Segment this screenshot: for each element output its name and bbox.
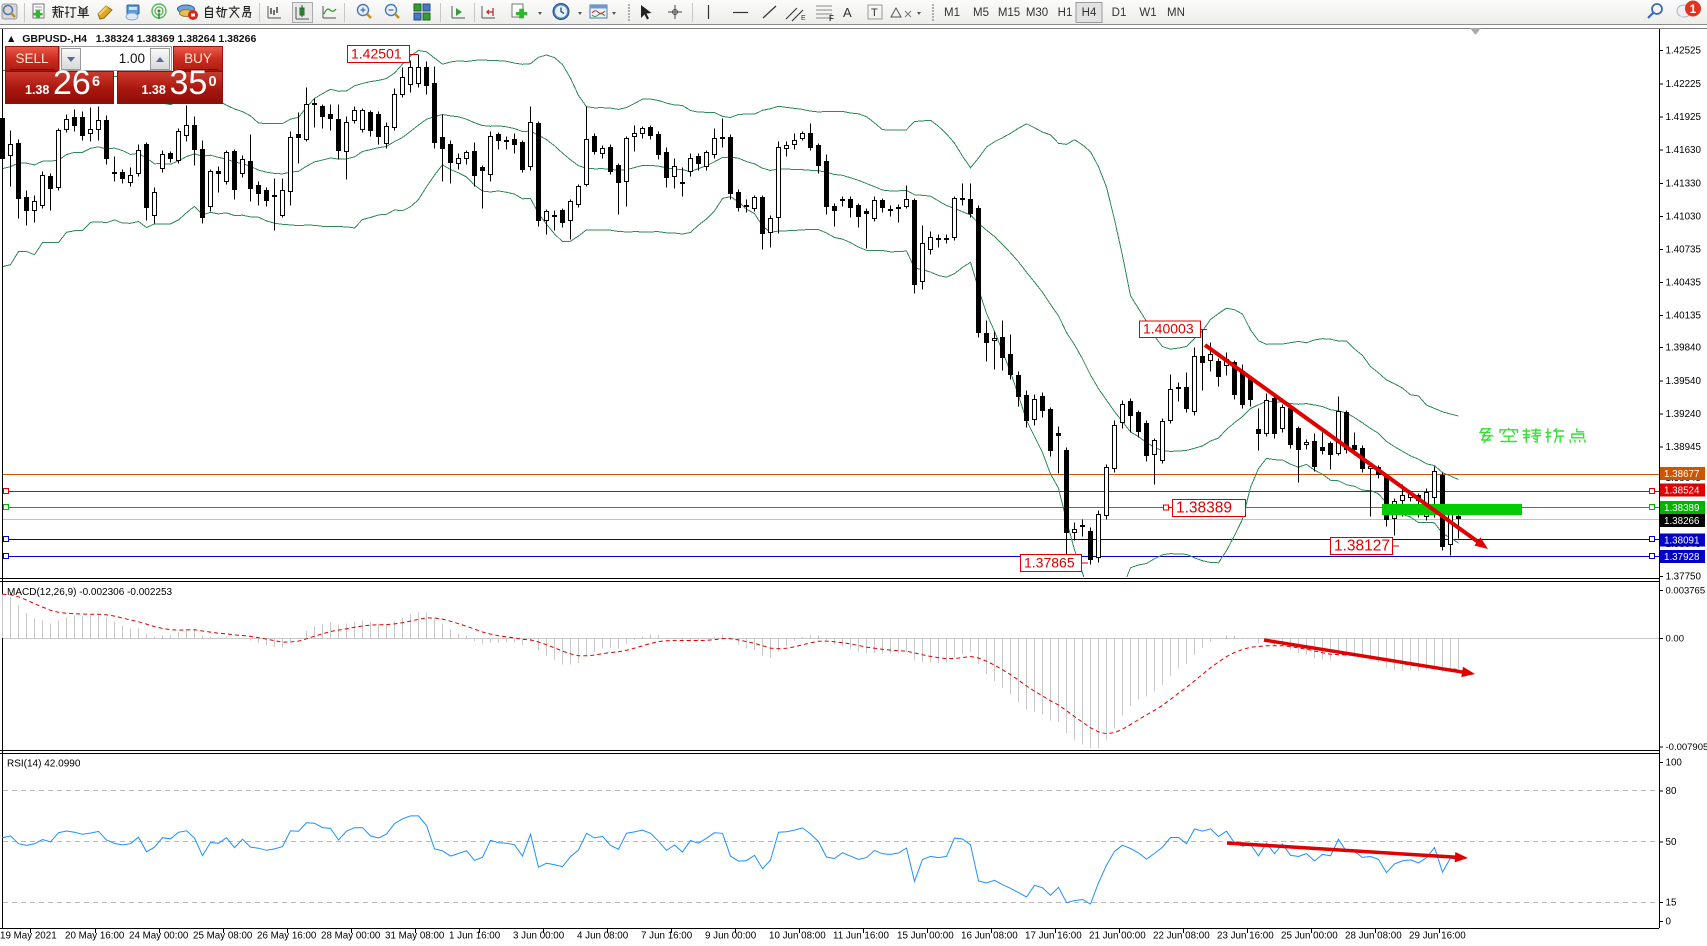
svg-text:1.38524: 1.38524	[1664, 486, 1700, 497]
svg-text:28 May 00:00: 28 May 00:00	[321, 931, 381, 942]
svg-text:1.42225: 1.42225	[1666, 79, 1702, 90]
svg-text:0: 0	[1666, 917, 1672, 928]
svg-text:1.38677: 1.38677	[1664, 469, 1699, 480]
svg-text:1.40435: 1.40435	[1666, 278, 1702, 289]
svg-text:15 Jun 00:00: 15 Jun 00:00	[897, 931, 954, 942]
svg-text:28 Jun 08:00: 28 Jun 08:00	[1345, 931, 1402, 942]
svg-text:1.38266: 1.38266	[1664, 516, 1700, 527]
svg-text:E: E	[801, 15, 806, 22]
svg-text:1.39540: 1.39540	[1666, 376, 1702, 387]
svg-text:25 May 08:00: 25 May 08:00	[193, 931, 253, 942]
svg-text:1.38945: 1.38945	[1666, 442, 1702, 453]
svg-text:1 Jun 16:00: 1 Jun 16:00	[449, 931, 501, 942]
svg-text:0.003765: 0.003765	[1666, 586, 1706, 597]
svg-text:29 Jun 16:00: 29 Jun 16:00	[1409, 931, 1466, 942]
svg-text:100: 100	[1666, 758, 1683, 769]
svg-text:15: 15	[1666, 898, 1677, 909]
svg-text:1.38389: 1.38389	[1176, 500, 1232, 517]
svg-text:1.37928: 1.37928	[1664, 552, 1700, 563]
svg-text:H4: H4	[1082, 7, 1097, 19]
svg-text:T: T	[871, 7, 878, 19]
svg-text:1.38127: 1.38127	[1334, 538, 1390, 555]
svg-text:MN: MN	[1167, 7, 1185, 19]
svg-text:23 Jun 16:00: 23 Jun 16:00	[1217, 931, 1274, 942]
svg-text:M1: M1	[944, 7, 960, 19]
svg-text:1.38389: 1.38389	[1664, 503, 1699, 514]
svg-text:4 Jun 08:00: 4 Jun 08:00	[577, 931, 629, 942]
svg-text:9 Jun 00:00: 9 Jun 00:00	[705, 931, 757, 942]
svg-text:25 Jun 00:00: 25 Jun 00:00	[1281, 931, 1338, 942]
svg-text:1.37865: 1.37865	[1024, 555, 1075, 571]
svg-text:F: F	[829, 14, 834, 23]
svg-text:26 May 16:00: 26 May 16:00	[257, 931, 317, 942]
svg-text:D1: D1	[1112, 7, 1127, 19]
svg-text:W1: W1	[1139, 7, 1156, 19]
svg-text:21 Jun 00:00: 21 Jun 00:00	[1089, 931, 1146, 942]
svg-text:M5: M5	[973, 7, 989, 19]
svg-text:7 Jun 16:00: 7 Jun 16:00	[641, 931, 693, 942]
svg-text:1.37750: 1.37750	[1666, 572, 1702, 583]
svg-text:RSI(14) 42.0990: RSI(14) 42.0990	[7, 759, 81, 770]
svg-text:1.41925: 1.41925	[1666, 112, 1702, 123]
svg-text:M15: M15	[998, 7, 1020, 19]
svg-text:-0.007905: -0.007905	[1666, 742, 1707, 753]
svg-text:31 May 08:00: 31 May 08:00	[385, 931, 445, 942]
svg-text:1.40135: 1.40135	[1666, 311, 1702, 322]
svg-text:1.42501: 1.42501	[351, 46, 402, 62]
svg-text:22 Jun 08:00: 22 Jun 08:00	[1153, 931, 1210, 942]
svg-text:80: 80	[1666, 786, 1677, 797]
svg-text:19 May 2021: 19 May 2021	[0, 931, 57, 942]
svg-text:1.41030: 1.41030	[1666, 212, 1702, 223]
svg-text:1.41330: 1.41330	[1666, 179, 1702, 190]
svg-text:1.40003: 1.40003	[1143, 321, 1194, 337]
svg-text:1.41630: 1.41630	[1666, 145, 1702, 156]
svg-text:H1: H1	[1058, 7, 1073, 19]
svg-text:0.00: 0.00	[1666, 634, 1685, 645]
svg-text:16 Jun 08:00: 16 Jun 08:00	[961, 931, 1018, 942]
svg-text:1.39840: 1.39840	[1666, 343, 1702, 354]
svg-text:10 Jun 08:00: 10 Jun 08:00	[769, 931, 826, 942]
svg-text:1.40735: 1.40735	[1666, 245, 1702, 256]
svg-text:A: A	[843, 5, 852, 20]
svg-text:20 May 16:00: 20 May 16:00	[65, 931, 125, 942]
svg-text:M30: M30	[1026, 7, 1048, 19]
svg-text:11 Jun 16:00: 11 Jun 16:00	[833, 931, 889, 942]
svg-text:17 Jun 16:00: 17 Jun 16:00	[1025, 931, 1082, 942]
svg-text:3 Jun 00:00: 3 Jun 00:00	[513, 931, 565, 942]
svg-text:1.38091: 1.38091	[1664, 536, 1699, 547]
svg-text:1: 1	[1690, 2, 1697, 16]
svg-text:24 May 00:00: 24 May 00:00	[129, 931, 189, 942]
svg-text:1.39240: 1.39240	[1666, 409, 1702, 420]
svg-text:1.42525: 1.42525	[1666, 46, 1702, 57]
svg-text:MACD(12,26,9) -0.002306 -0.002: MACD(12,26,9) -0.002306 -0.002253	[7, 587, 173, 598]
svg-text:50: 50	[1666, 837, 1677, 848]
